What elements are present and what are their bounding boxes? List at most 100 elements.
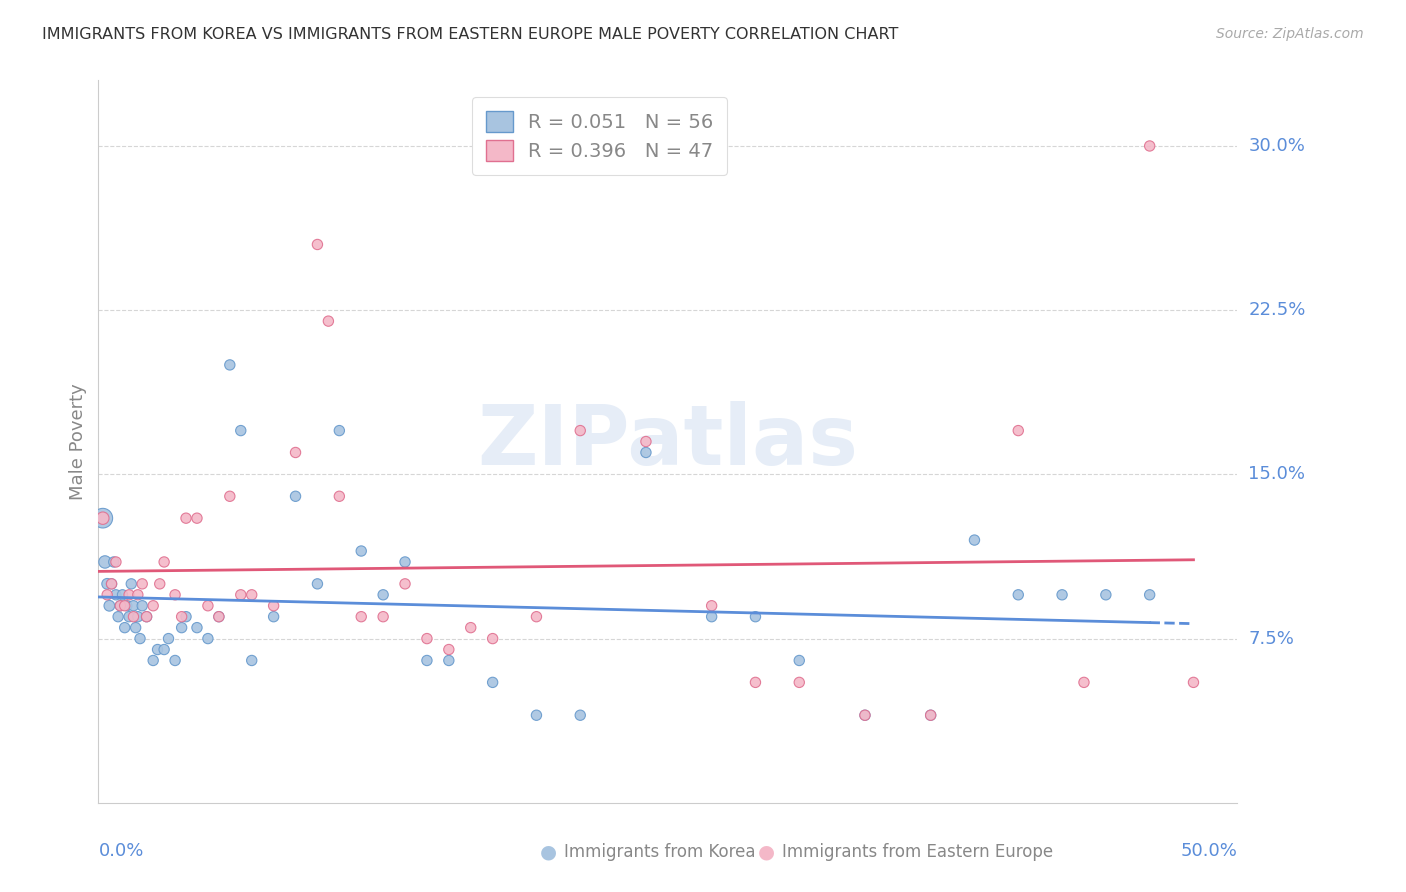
Point — [94, 555, 117, 569]
Point — [240, 588, 263, 602]
Point — [744, 675, 766, 690]
Point — [96, 588, 118, 602]
Point — [118, 609, 141, 624]
Point — [96, 577, 118, 591]
Point — [920, 708, 942, 723]
Point — [120, 577, 142, 591]
Point — [229, 424, 252, 438]
Point — [1007, 424, 1029, 438]
Point — [114, 599, 136, 613]
Point — [127, 588, 149, 602]
Point — [197, 599, 219, 613]
Text: 15.0%: 15.0% — [1249, 466, 1305, 483]
Point — [350, 609, 373, 624]
Point — [700, 599, 723, 613]
Y-axis label: Male Poverty: Male Poverty — [69, 384, 87, 500]
Point — [104, 588, 127, 602]
Point — [853, 708, 876, 723]
Legend: R = 0.051   N = 56, R = 0.396   N = 47: R = 0.051 N = 56, R = 0.396 N = 47 — [472, 97, 727, 175]
Point — [135, 609, 157, 624]
Point — [1139, 139, 1161, 153]
Point — [1050, 588, 1073, 602]
Point — [174, 511, 197, 525]
Text: ●: ● — [540, 842, 557, 862]
Point — [104, 555, 127, 569]
Point — [142, 599, 165, 613]
Point — [124, 621, 146, 635]
Point — [122, 609, 145, 624]
Point — [853, 708, 876, 723]
Text: Immigrants from Eastern Europe: Immigrants from Eastern Europe — [782, 843, 1053, 861]
Text: 7.5%: 7.5% — [1249, 630, 1295, 648]
Point — [111, 588, 134, 602]
Point — [328, 489, 350, 503]
Point — [91, 511, 114, 525]
Point — [131, 599, 153, 613]
Point — [98, 599, 121, 613]
Point — [437, 642, 460, 657]
Point — [186, 621, 208, 635]
Point — [700, 609, 723, 624]
Point — [110, 599, 132, 613]
Point — [170, 609, 193, 624]
Point — [416, 632, 439, 646]
Point — [460, 621, 482, 635]
Point — [394, 577, 416, 591]
Point — [1007, 588, 1029, 602]
Text: Immigrants from Korea: Immigrants from Korea — [564, 843, 755, 861]
Text: 30.0%: 30.0% — [1249, 137, 1305, 155]
Point — [416, 653, 439, 667]
Point — [394, 555, 416, 569]
Point — [229, 588, 252, 602]
Point — [634, 445, 657, 459]
Point — [569, 424, 592, 438]
Point — [208, 609, 231, 624]
Point — [100, 577, 122, 591]
Point — [118, 588, 141, 602]
Point — [218, 358, 240, 372]
Point — [284, 445, 307, 459]
Point — [142, 653, 165, 667]
Text: 50.0%: 50.0% — [1181, 842, 1237, 860]
Point — [526, 609, 548, 624]
Point — [920, 708, 942, 723]
Text: ●: ● — [758, 842, 775, 862]
Point — [135, 609, 157, 624]
Point — [131, 577, 153, 591]
Text: IMMIGRANTS FROM KOREA VS IMMIGRANTS FROM EASTERN EUROPE MALE POVERTY CORRELATION: IMMIGRANTS FROM KOREA VS IMMIGRANTS FROM… — [42, 27, 898, 42]
Point — [350, 544, 373, 558]
Point — [787, 653, 810, 667]
Point — [153, 555, 176, 569]
Point — [963, 533, 986, 547]
Point — [744, 609, 766, 624]
Point — [481, 675, 503, 690]
Point — [103, 555, 125, 569]
Point — [127, 609, 149, 624]
Point — [100, 577, 122, 591]
Point — [218, 489, 240, 503]
Point — [129, 632, 152, 646]
Point — [91, 511, 114, 525]
Point — [318, 314, 340, 328]
Point — [165, 653, 187, 667]
Point — [240, 653, 263, 667]
Point — [263, 609, 285, 624]
Point — [174, 609, 197, 624]
Point — [114, 621, 136, 635]
Text: 22.5%: 22.5% — [1249, 301, 1306, 319]
Point — [1182, 675, 1205, 690]
Point — [1139, 588, 1161, 602]
Point — [437, 653, 460, 667]
Point — [569, 708, 592, 723]
Point — [371, 588, 394, 602]
Point — [170, 621, 193, 635]
Point — [371, 609, 394, 624]
Point — [526, 708, 548, 723]
Point — [208, 609, 231, 624]
Point — [153, 642, 176, 657]
Text: ZIPatlas: ZIPatlas — [478, 401, 858, 482]
Point — [186, 511, 208, 525]
Point — [787, 675, 810, 690]
Point — [1073, 675, 1095, 690]
Point — [122, 599, 145, 613]
